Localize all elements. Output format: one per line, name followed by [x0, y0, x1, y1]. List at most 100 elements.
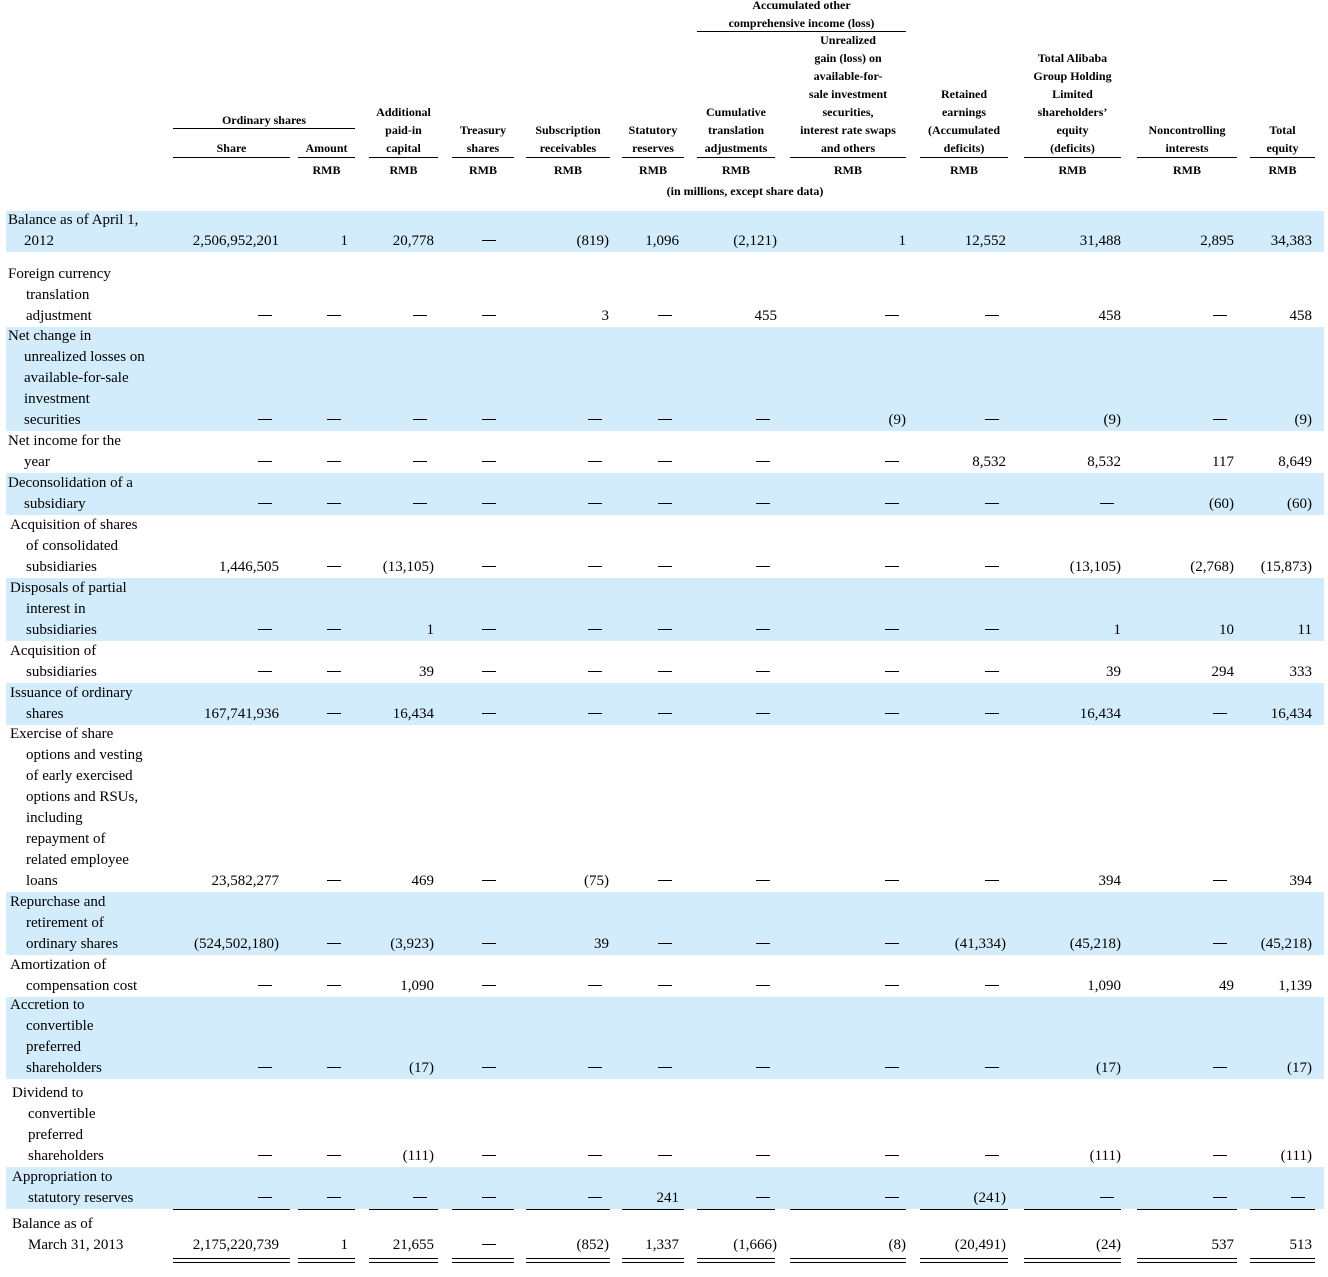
- total-rule: [790, 1209, 906, 1210]
- dash-mark: [588, 671, 602, 672]
- dash-mark: [756, 1155, 770, 1156]
- row-label: Acquisition of subsidiaries: [8, 641, 97, 683]
- table-row: Dividend to convertible preferred sharehold…: [6, 1082, 1324, 1167]
- currency-label: RMB: [554, 163, 582, 177]
- row-label-line: year: [24, 454, 50, 470]
- table-row: Amortization of compensation cost 1,090 1,0…: [6, 955, 1324, 997]
- dash-mark: [413, 503, 427, 504]
- table-cell: (852): [576, 1237, 610, 1253]
- row-label: Accretion to convertible preferred sharehol…: [8, 995, 102, 1079]
- dash-mark: [588, 1197, 602, 1198]
- currency-label: RMB: [1058, 163, 1087, 177]
- total-rule: [173, 1209, 290, 1210]
- table-cell: 1: [426, 622, 435, 638]
- table-cell: 1,090: [1087, 978, 1121, 994]
- row-label-line: Issuance of ordinary: [10, 685, 133, 701]
- table-cell: 16,434: [1079, 706, 1121, 722]
- table-cell: 11: [1297, 622, 1312, 638]
- column-header-line: securities,: [822, 105, 874, 119]
- column-header-line: Treasury: [459, 123, 507, 137]
- row-label-line: options and vesting: [26, 747, 143, 763]
- table-cell: (3,923): [390, 936, 434, 952]
- column-header: Subscription receivables: [526, 121, 610, 157]
- table-cell: (241): [973, 1190, 1007, 1206]
- units-note: (in millions, except share data): [666, 184, 824, 198]
- dash-mark: [327, 419, 341, 420]
- column-header-line: (deficits): [1050, 141, 1095, 155]
- dash-mark: [327, 880, 341, 881]
- dash-mark: [885, 713, 899, 714]
- table-cell: 1,337: [645, 1237, 679, 1253]
- column-header: Retained earnings (Accumulated deficits): [920, 85, 1008, 157]
- currency-label: RMB: [469, 163, 497, 177]
- table-row: Exercise of share options and vesting of e…: [6, 725, 1324, 892]
- table-cell: 513: [1289, 1237, 1313, 1253]
- dash-mark: [327, 566, 341, 567]
- double-underline: [622, 1258, 684, 1263]
- dash-mark: [885, 566, 899, 567]
- dash-mark: [588, 566, 602, 567]
- table-cell: 2,506,952,201: [192, 233, 279, 249]
- row-label: Dividend to convertible preferred sharehold…: [8, 1083, 104, 1167]
- row-label-line: available-for-sale: [24, 370, 129, 386]
- table-cell: 34,383: [1270, 233, 1312, 249]
- column-header: Noncontrolling interests: [1137, 121, 1237, 157]
- table-cell: 394: [1289, 873, 1313, 889]
- table-row: Balance as of March 31, 2013 2,175,220,739…: [6, 1211, 1324, 1256]
- row-label-line: retirement of: [26, 915, 104, 931]
- total-rule: [697, 1209, 775, 1210]
- dash-mark: [756, 503, 770, 504]
- total-rule: [298, 1209, 355, 1210]
- dash-mark: [658, 566, 672, 567]
- dash-mark: [482, 985, 496, 986]
- column-header-rule: [1024, 157, 1121, 158]
- dash-mark: [985, 671, 999, 672]
- column-header-line: reserves: [632, 141, 674, 155]
- table-cell: (111): [1280, 1148, 1312, 1164]
- row-label-line: related employee: [26, 852, 129, 868]
- dash-mark: [756, 1197, 770, 1198]
- column-header-line: Additional: [376, 105, 431, 119]
- dash-mark: [885, 1067, 899, 1068]
- currency-label: RMB: [312, 163, 341, 177]
- row-label-line: Amortization of: [10, 957, 107, 973]
- table-cell: 458: [1098, 308, 1122, 324]
- dash-mark: [258, 985, 272, 986]
- table-cell: 1,139: [1278, 978, 1312, 994]
- table-cell: (524,502,180): [194, 936, 279, 952]
- total-rule: [369, 1209, 438, 1210]
- currency-label: RMB: [1173, 163, 1201, 177]
- double-underline: [298, 1258, 355, 1263]
- table-cell: 458: [1289, 308, 1313, 324]
- row-label-line: of consolidated: [26, 538, 119, 554]
- dash-mark: [1213, 713, 1227, 714]
- row-label: Disposals of partial interest in subsidiar…: [8, 578, 127, 641]
- table-row: Issuance of ordinary shares 167,741,936 16,…: [6, 683, 1324, 725]
- column-header-line: translation: [707, 123, 764, 137]
- row-label: Acquisition of shares of consolidated subs…: [8, 515, 137, 578]
- dash-mark: [482, 461, 496, 462]
- table-cell: (2,121): [733, 233, 777, 249]
- column-header-rule: [622, 157, 684, 158]
- row-label: Net income for the year: [8, 431, 121, 473]
- table-cell: (1,666): [733, 1237, 777, 1253]
- table-cell: 16,434: [392, 706, 434, 722]
- currency-label: RMB: [1268, 163, 1297, 177]
- row-label-line: compensation cost: [26, 978, 138, 994]
- row-label-line: Acquisition of shares: [10, 517, 138, 533]
- column-header-line: Subscription: [535, 123, 601, 137]
- dash-mark: [327, 629, 341, 630]
- table-cell: 469: [411, 873, 435, 889]
- dash-mark: [413, 461, 427, 462]
- column-header: Amount: [298, 139, 355, 157]
- row-label: Net change in unrealized losses on availab…: [8, 326, 145, 431]
- dash-mark: [658, 713, 672, 714]
- dash-mark: [658, 1067, 672, 1068]
- dash-mark: [885, 503, 899, 504]
- row-label-line: Accretion to: [10, 997, 85, 1013]
- dash-mark: [413, 419, 427, 420]
- row-label-line: shares: [26, 706, 64, 722]
- table-cell: 12,552: [964, 233, 1006, 249]
- row-label: Deconsolidation of a subsidiary: [8, 473, 133, 515]
- dash-mark: [885, 1197, 899, 1198]
